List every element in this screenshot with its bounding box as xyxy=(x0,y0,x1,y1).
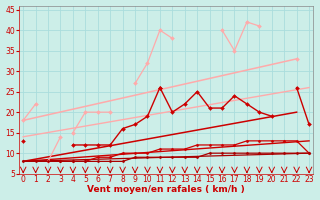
X-axis label: Vent moyen/en rafales ( km/h ): Vent moyen/en rafales ( km/h ) xyxy=(87,185,245,194)
